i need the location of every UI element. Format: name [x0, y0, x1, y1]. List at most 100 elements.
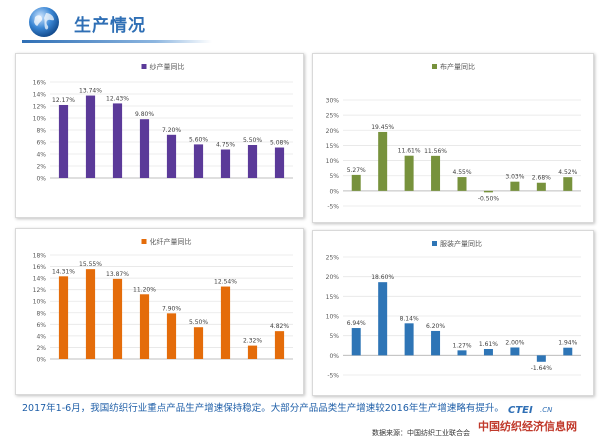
bar [112, 103, 123, 178]
brand-name: 中国纺织经济信息网 [478, 420, 577, 433]
y-tick-label: 0% [329, 353, 339, 360]
bar [404, 155, 414, 191]
data-label: 4.55% [452, 169, 471, 176]
brand-logo-text: CTEI [508, 405, 533, 416]
data-label: 7.20% [162, 127, 181, 134]
data-label: 19.45% [371, 124, 394, 131]
bar [247, 345, 258, 359]
y-tick-label: 25% [326, 113, 340, 120]
data-label: 5.08% [270, 140, 289, 147]
chart-panel-yarn: 16% 14% 12% 10% 8% 6% 4% 2% 0% 纱产量同比 12.17% 13.74% 1… [15, 53, 304, 218]
bar [166, 313, 177, 359]
y-tick-label: 8% [36, 310, 46, 317]
data-source: 数据来源：中国纺织工业联合会 [372, 429, 470, 437]
y-tick-label: 2% [36, 345, 46, 352]
y-tick-label: 20% [326, 128, 340, 135]
data-label: 12.17% [52, 97, 75, 104]
legend-label: 化纤产量同比 [150, 237, 192, 246]
data-label: 11.56% [424, 148, 447, 155]
bar [351, 328, 361, 356]
y-tick-label: 0% [36, 357, 46, 364]
y-tick-label: 16% [33, 264, 47, 271]
y-tick-label: 0% [36, 176, 46, 183]
bar [220, 149, 231, 178]
chart-panel-fabric: 30% 25% 20% 15% 10% 5% 0% -5% 布产量同比 5.27% 19.45% 11… [312, 53, 594, 223]
bar [220, 286, 231, 359]
y-tick-label: 12% [33, 104, 47, 111]
bar [483, 349, 493, 356]
bar [404, 323, 414, 356]
y-tick-label: 20% [326, 274, 340, 281]
y-tick-label: 10% [326, 314, 340, 321]
bar [536, 355, 546, 362]
bar [193, 327, 204, 359]
legend-swatch [141, 239, 147, 244]
bar [58, 276, 69, 359]
data-label: 12.43% [106, 95, 129, 102]
data-label: 9.80% [135, 111, 154, 118]
bar [431, 330, 441, 356]
title-underline [22, 40, 212, 43]
header: 生产情况 [0, 0, 608, 46]
y-tick-label: 8% [36, 128, 46, 135]
y-tick-label: 15% [326, 294, 340, 301]
bar [351, 174, 361, 191]
legend-label: 布产量同比 [440, 62, 475, 71]
data-label: 15.55% [79, 261, 102, 268]
bar [457, 350, 467, 356]
y-tick-label: 15% [326, 143, 340, 150]
bar [139, 119, 150, 178]
y-tick-label: 5% [329, 333, 339, 340]
chart-panel-fiber: 18% 16% 14% 12% 10% 8% 6% 4% 2% 0% 化纤产量同比 14.31% 15.… [15, 228, 304, 395]
legend-label: 纱产量同比 [150, 62, 185, 71]
bar [563, 347, 573, 356]
y-tick-label: -5% [327, 373, 339, 380]
y-tick-label: 16% [33, 80, 47, 87]
legend-swatch [141, 64, 147, 69]
data-label: 2.00% [505, 339, 524, 346]
data-label: 6.94% [347, 320, 366, 327]
globe-icon [29, 7, 59, 37]
data-label: -0.50% [478, 195, 500, 202]
bar [166, 134, 177, 178]
data-label: 13.87% [106, 271, 129, 278]
chart-apparel: 25% 20% 15% 10% 5% 0% -5% 服装产量同比 6.94% 18.60% 8.14… [326, 239, 581, 380]
bar [378, 131, 388, 191]
legend-swatch [432, 241, 437, 246]
y-tick-label: 12% [33, 287, 47, 294]
data-label: 6.20% [426, 323, 445, 330]
bar [139, 294, 150, 359]
bar [247, 145, 258, 178]
y-tick-label: 10% [326, 158, 340, 165]
chart-panel-apparel: 25% 20% 15% 10% 5% 0% -5% 服装产量同比 6.94% 18.60% 8.14… [312, 230, 594, 396]
chart-yarn: 16% 14% 12% 10% 8% 6% 4% 2% 0% 纱产量同比 12.17% 13.74% 1… [33, 62, 293, 183]
bar [457, 177, 467, 191]
chart-fabric: 30% 25% 20% 15% 10% 5% 0% -5% 布产量同比 5.27% 19.45% 11… [326, 62, 581, 211]
brand-logo-suffix: .CN [540, 406, 553, 414]
page-title: 生产情况 [74, 16, 146, 36]
bar [536, 182, 546, 191]
data-label: 2.32% [243, 338, 262, 345]
data-label: 5.50% [243, 137, 262, 144]
y-tick-label: -5% [327, 204, 339, 211]
data-label: 11.61% [398, 148, 421, 155]
data-label: 5.50% [189, 319, 208, 326]
data-label: 3.03% [505, 174, 524, 181]
y-tick-label: 0% [329, 188, 339, 195]
legend-label: 服装产量同比 [440, 239, 482, 248]
summary-caption: 2017年1-6月，我国纺织行业重点产品生产增速保持稳定。大部分产品品类生产增速… [22, 403, 504, 414]
bar [58, 104, 69, 178]
bar [563, 177, 573, 191]
bar [112, 278, 123, 359]
data-label: 4.52% [558, 169, 577, 176]
y-tick-label: 6% [36, 140, 46, 147]
bar [483, 190, 493, 193]
data-label: 4.75% [216, 142, 235, 149]
data-label: 18.60% [371, 274, 394, 281]
legend-swatch [432, 64, 437, 69]
bar [274, 147, 285, 178]
data-label: 1.61% [479, 341, 498, 348]
data-label: 14.31% [52, 268, 75, 275]
data-label: 8.14% [400, 315, 419, 322]
bar [510, 347, 520, 356]
